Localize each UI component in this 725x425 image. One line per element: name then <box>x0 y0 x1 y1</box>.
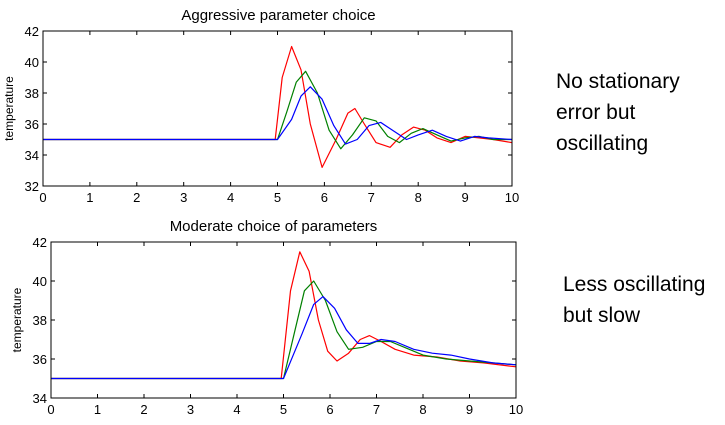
chart-1-y-tick-label: 32 <box>25 179 39 194</box>
chart-1-series-line-2 <box>43 70 512 150</box>
chart-1-y-tick-label: 34 <box>25 148 39 163</box>
chart-1-y-tick-label: 40 <box>25 55 39 70</box>
chart-2-y-tick-label: 36 <box>33 352 47 367</box>
chart-2-y-tick-label: 40 <box>33 274 47 289</box>
chart-2-x-tick-label: 1 <box>94 402 101 417</box>
chart-2-y-axis-label: temperature <box>10 287 24 352</box>
chart-1-y-tick-label: 42 <box>25 24 39 39</box>
chart-1-x-tick-label: 1 <box>86 190 93 205</box>
chart-2-x-tick-label: 0 <box>47 402 54 417</box>
chart-2-series-line-3 <box>51 296 517 380</box>
chart-1-x-tick-label: 6 <box>321 190 328 205</box>
chart-1-x-tick-label: 10 <box>505 190 519 205</box>
chart-1-y-tick-label: 38 <box>25 86 39 101</box>
chart-2-x-tick-label: 7 <box>373 402 380 417</box>
chart-1-x-tick-label: 2 <box>133 190 140 205</box>
chart-2-y-tick-label: 42 <box>33 235 47 250</box>
chart-2-series-line-2 <box>51 280 517 380</box>
chart-1-series-line-3 <box>43 86 513 145</box>
chart-2-axes-frame <box>50 241 517 399</box>
chart-1-x-tick-label: 4 <box>227 190 234 205</box>
chart-1-x-tick-label: 3 <box>180 190 187 205</box>
chart-2-x-tick-label: 8 <box>419 402 426 417</box>
chart-1-y-tick-label: 36 <box>25 117 39 132</box>
annotation-no-stationary-error: No stationary error but oscillating <box>556 70 680 155</box>
annotation-less-oscillating: Less oscillating but slow <box>563 273 706 327</box>
chart-2-x-tick-label: 9 <box>466 402 473 417</box>
chart-1-x-tick-label: 0 <box>39 190 46 205</box>
chart-2-x-tick-label: 5 <box>280 402 287 417</box>
chart-2-y-tick-label: 38 <box>33 313 47 328</box>
chart-1-y-axis-label: temperature <box>2 76 16 141</box>
chart-1-x-tick-label: 8 <box>415 190 422 205</box>
chart-1-axes-frame <box>42 30 513 187</box>
chart-1-series-line-1 <box>43 45 513 168</box>
chart-2-x-tick-label: 6 <box>326 402 333 417</box>
chart-1-x-tick-label: 5 <box>274 190 281 205</box>
chart-1-x-tick-label: 7 <box>368 190 375 205</box>
chart-2-x-tick-label: 10 <box>509 402 523 417</box>
chart-2-x-tick-label: 3 <box>187 402 194 417</box>
chart-2-x-tick-label: 4 <box>233 402 240 417</box>
chart-2-y-tick-label: 34 <box>33 391 47 406</box>
chart-2-x-tick-label: 2 <box>140 402 147 417</box>
chart-2-title: Moderate choice of parameters <box>170 218 378 235</box>
chart-1-x-tick-label: 9 <box>461 190 468 205</box>
chart-1-title: Aggressive parameter choice <box>181 7 375 24</box>
